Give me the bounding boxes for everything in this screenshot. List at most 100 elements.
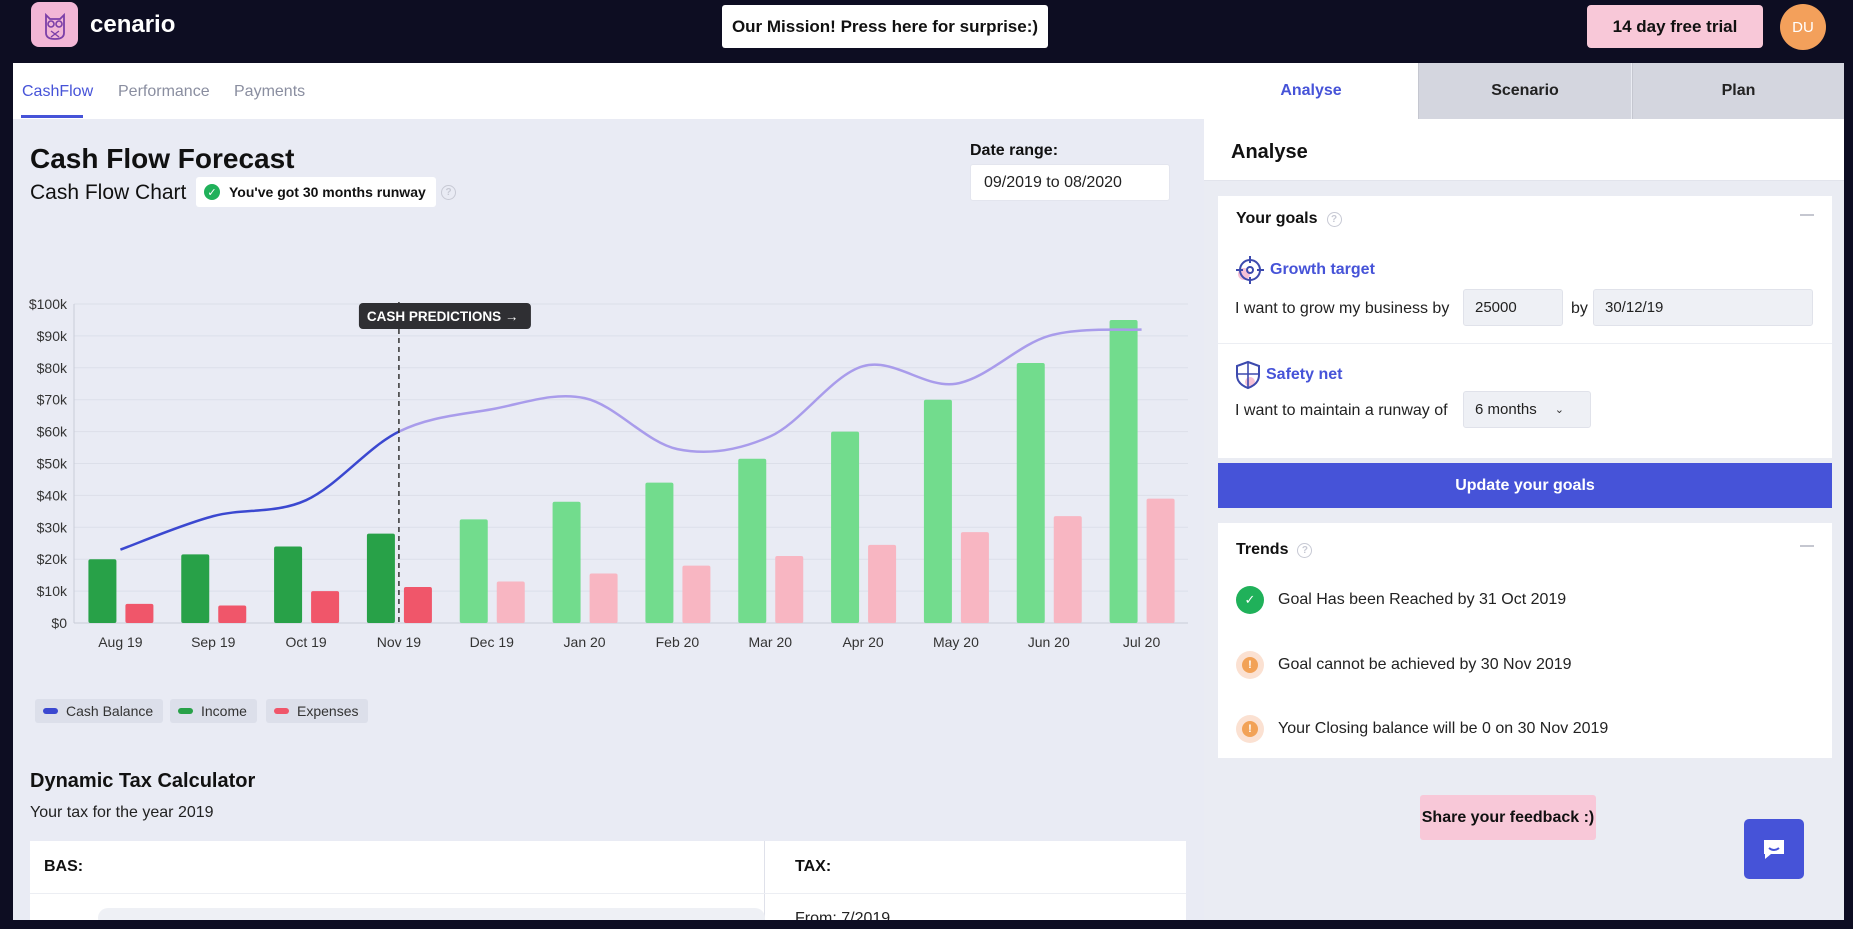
growth-target-heading: Growth target bbox=[1234, 254, 1375, 286]
tax-from-label: From: 7/2019 bbox=[795, 910, 891, 920]
analyse-header bbox=[1204, 119, 1844, 181]
expense-bar bbox=[589, 573, 618, 623]
legend-swatch bbox=[43, 708, 58, 714]
trend-item: ! Goal cannot be achieved by 30 Nov 2019 bbox=[1236, 651, 1572, 679]
trend-text: Your Closing balance will be 0 on 30 Nov… bbox=[1278, 720, 1609, 737]
safety-net-label: Safety net bbox=[1266, 366, 1343, 383]
legend-income[interactable]: Income bbox=[170, 699, 257, 723]
runway-select[interactable]: 6 months ⌄ bbox=[1463, 391, 1591, 428]
update-goals-button[interactable]: Update your goals bbox=[1218, 463, 1832, 508]
divider bbox=[1218, 343, 1832, 344]
tax-subtitle: Your tax for the year 2019 bbox=[30, 804, 214, 821]
expense-bar bbox=[218, 605, 247, 623]
check-icon: ✓ bbox=[204, 184, 220, 200]
y-tick-label: $60k bbox=[37, 424, 68, 440]
trends-card: Trends ? ✓ Goal Has been Reached by 31 O… bbox=[1218, 523, 1832, 758]
expense-bar bbox=[403, 586, 432, 623]
prediction-label: CASH PREDICTIONS → bbox=[367, 309, 519, 324]
expense-bar bbox=[682, 565, 711, 623]
warning-icon: ! bbox=[1236, 715, 1264, 743]
goals-card: Your goals ? Growth target I want to gro… bbox=[1218, 196, 1832, 458]
warning-icon: ! bbox=[1236, 651, 1264, 679]
growth-amount-input[interactable] bbox=[1463, 289, 1563, 326]
avatar[interactable]: DU bbox=[1780, 4, 1826, 50]
income-bar bbox=[459, 519, 488, 623]
y-tick-label: $20k bbox=[37, 551, 68, 567]
x-tick-label: Aug 19 bbox=[98, 634, 143, 650]
income-bar bbox=[923, 399, 952, 623]
y-tick-label: $50k bbox=[37, 456, 68, 472]
tab-plan[interactable]: Plan bbox=[1632, 63, 1844, 119]
tax-divider bbox=[764, 841, 765, 920]
tab-analyse[interactable]: Analyse bbox=[1204, 63, 1418, 119]
y-tick-label: $100k bbox=[29, 296, 68, 312]
y-tick-label: $0 bbox=[51, 615, 67, 631]
tab-performance[interactable]: Performance bbox=[118, 83, 210, 100]
owl-logo-icon[interactable] bbox=[31, 2, 78, 47]
shield-icon bbox=[1236, 360, 1260, 390]
trends-title-text: Trends bbox=[1236, 541, 1289, 558]
growth-date-input[interactable] bbox=[1593, 289, 1813, 326]
income-bar bbox=[88, 559, 117, 623]
income-bar bbox=[366, 533, 395, 623]
bas-slider[interactable] bbox=[98, 908, 765, 920]
cash-balance-line bbox=[119, 430, 400, 551]
x-tick-label: May 20 bbox=[933, 634, 979, 650]
growth-target-label: Growth target bbox=[1270, 261, 1375, 278]
legend-swatch bbox=[178, 708, 193, 714]
safety-net-heading: Safety net bbox=[1234, 360, 1342, 390]
chevron-down-icon: ⌄ bbox=[1554, 404, 1564, 416]
expense-bar bbox=[496, 581, 525, 623]
x-tick-label: Oct 19 bbox=[285, 634, 326, 650]
date-range-label: Date range: bbox=[970, 142, 1059, 159]
feedback-button[interactable]: Share your feedback :) bbox=[1420, 795, 1596, 840]
chat-icon[interactable] bbox=[1744, 819, 1804, 879]
trend-item: ✓ Goal Has been Reached by 31 Oct 2019 bbox=[1236, 586, 1566, 614]
y-tick-label: $90k bbox=[37, 328, 68, 344]
income-bar bbox=[274, 546, 303, 623]
y-tick-label: $80k bbox=[37, 360, 68, 376]
cash-balance-predicted-line bbox=[398, 328, 1142, 454]
top-bar: cenario Our Mission! Press here for surp… bbox=[0, 0, 1853, 63]
growth-by-text: by bbox=[1571, 300, 1588, 317]
tab-scenario[interactable]: Scenario bbox=[1418, 63, 1631, 119]
check-icon: ✓ bbox=[1236, 586, 1264, 614]
expense-bar bbox=[1053, 516, 1082, 623]
tab-payments[interactable]: Payments bbox=[234, 83, 306, 100]
collapse-icon[interactable] bbox=[1800, 214, 1814, 216]
legend-label: Expenses bbox=[297, 703, 359, 719]
expense-bar bbox=[125, 603, 154, 623]
x-tick-label: Apr 20 bbox=[842, 634, 883, 650]
tax-label: TAX: bbox=[795, 858, 832, 875]
analyse-title: Analyse bbox=[1231, 141, 1308, 163]
tab-cashflow[interactable]: CashFlow bbox=[22, 83, 94, 100]
goals-title: Your goals ? bbox=[1236, 210, 1342, 228]
legend-cash-balance[interactable]: Cash Balance bbox=[35, 699, 164, 723]
x-tick-label: Jul 20 bbox=[1123, 634, 1161, 650]
y-tick-label: $40k bbox=[37, 487, 68, 503]
y-tick-label: $30k bbox=[37, 519, 68, 535]
income-bar bbox=[738, 458, 767, 623]
help-icon[interactable]: ? bbox=[1326, 211, 1342, 227]
trend-text: Goal Has been Reached by 31 Oct 2019 bbox=[1278, 591, 1567, 608]
growth-text: I want to grow my business by bbox=[1235, 300, 1450, 317]
income-bar bbox=[1016, 363, 1045, 623]
legend-swatch bbox=[274, 708, 289, 714]
income-bar bbox=[645, 482, 674, 623]
legend-label: Income bbox=[201, 703, 247, 719]
date-range-input[interactable] bbox=[970, 164, 1170, 201]
income-bar bbox=[552, 501, 581, 623]
runway-badge: ✓ You've got 30 months runway bbox=[196, 177, 436, 207]
tax-table bbox=[30, 841, 1186, 920]
app-name: cenario bbox=[90, 11, 176, 38]
collapse-icon[interactable] bbox=[1800, 545, 1814, 547]
help-icon[interactable]: ? bbox=[441, 185, 456, 200]
help-icon[interactable]: ? bbox=[1297, 542, 1313, 558]
free-trial-button[interactable]: 14 day free trial bbox=[1587, 5, 1763, 48]
safety-text: I want to maintain a runway of bbox=[1235, 402, 1448, 419]
cash-flow-chart: $0 $10k $20k $30k $40k $50k $60k $70k $80k $90k $1… bbox=[29, 296, 1188, 650]
bas-label: BAS: bbox=[44, 858, 84, 875]
legend-expenses[interactable]: Expenses bbox=[266, 699, 369, 723]
trend-item: ! Your Closing balance will be 0 on 30 N… bbox=[1236, 715, 1608, 743]
mission-button[interactable]: Our Mission! Press here for surprise:) bbox=[722, 5, 1048, 48]
